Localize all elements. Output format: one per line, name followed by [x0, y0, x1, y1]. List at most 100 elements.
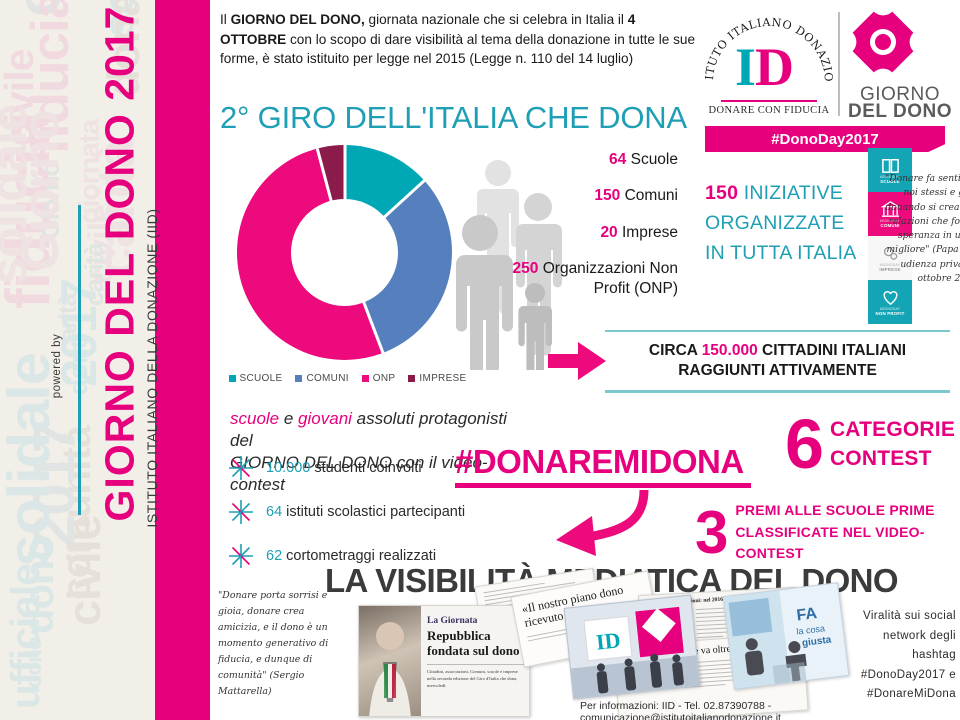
reach-text: CIRCA 150.000 CITTADINI ITALIANI RAGGIUN… [605, 332, 950, 390]
initiatives-block: 150 INIZIATIVE ORGANIZZATE IN TUTTA ITAL… [705, 178, 870, 269]
clipping-tv-studio: FA la cosa giusta [722, 582, 850, 690]
stat-label: Organizzazioni Non Profit (ONP) [538, 260, 678, 297]
tv-caption-fa: FA [796, 605, 819, 624]
stat-row: 150 Comuni [498, 186, 678, 205]
clipping-repubblica: La Giornata Repubblica fondata sul dono … [358, 605, 530, 717]
clipping-tv-stage: ID [563, 594, 701, 700]
badge-tag: #DONODAY [879, 174, 901, 179]
badge-tag: #DONODAY [879, 262, 901, 267]
building-icon [880, 200, 900, 217]
stat-number: 20 [600, 223, 618, 241]
category-badge-scuole: #DONODAY SCUOLE [868, 148, 912, 192]
clipping-body: Cittadini, associazioni, Comuni, scuole … [427, 664, 525, 690]
legend-label: ONP [372, 373, 396, 384]
schools-rest: assoluti protagonisti del [230, 409, 507, 451]
badge-tag: #DONODAY [879, 218, 901, 223]
reach-callout: CIRCA 150.000 CITTADINI ITALIANI RAGGIUN… [605, 330, 950, 393]
schools-pink-2: giovani [298, 409, 352, 428]
schools-statement: scuole e giovani assoluti protagonisti d… [230, 408, 530, 496]
organization-name: ISTITUTO ITALIANO DELLA DONAZIONE (IID) [144, 208, 160, 528]
powered-by-label: powered by [51, 333, 63, 399]
stat-number: 250 [512, 260, 539, 278]
bullet-label: cortometraggi realizzati [282, 548, 437, 564]
intro-text-1: Il [220, 12, 231, 27]
logo-vertical-divider [838, 12, 840, 116]
asterisk-star-icon [229, 500, 253, 524]
gdd-brand-line-1: GIORNO [859, 84, 941, 105]
bullet-item: 64 istituti scolastici partecipanti [228, 499, 538, 525]
badge-label: COMUNI [880, 223, 900, 229]
badge-label: IMPRESE [879, 267, 901, 273]
legend-swatch [361, 375, 369, 382]
press-clippings: La Giornata Repubblica fondata sul dono … [330, 567, 850, 720]
iid-monogram: ID [735, 36, 794, 98]
legend-swatch [228, 375, 236, 382]
legend-item: ONP [361, 373, 396, 384]
legend-item: IMPRESE [408, 373, 466, 384]
legend-swatch [295, 375, 303, 382]
contest-categories-label: CATEGORIE CONTEST [830, 416, 955, 473]
virality-note: Viralità sui social network degli hashta… [860, 610, 956, 701]
bullet-label: istituti scolastici partecipanti [282, 504, 466, 520]
tv-stage-photo: ID [564, 595, 701, 700]
asterisk-star-icon [229, 456, 253, 480]
donaremidona-block: #DONAREMIDONA [455, 443, 751, 488]
people-silhouettes-icon [456, 160, 562, 370]
contest-three-line-2: CLASSIFICATE NEL VIDEO-CONTEST [735, 523, 925, 562]
poster-title: GIORNO DEL DONO 2017 [96, 5, 143, 522]
intro-text-3: con lo scopo di dare visibilità al tema … [220, 31, 696, 67]
quote-mattarella: "Donare porta sorrisi e gioia, donare cr… [218, 590, 329, 697]
diamond-flower-icon [830, 0, 936, 95]
legend-label: IMPRESE [419, 373, 467, 384]
donaremidona-hashtag: #DONAREMIDONA [455, 443, 744, 480]
clipping-headline: Repubblica fondata sul dono [427, 628, 520, 658]
chart-legend: SCUOLE COMUNI ONP IMPRESE [225, 373, 470, 384]
schools-pink-1: scuole [230, 409, 280, 428]
intro-paragraph: Il GIORNO DEL DONO, giornata nazionale c… [220, 10, 700, 69]
reach-rule-bottom [605, 390, 950, 393]
category-badge-comuni: #DONODAY COMUNI [868, 192, 912, 236]
bullet-number: 10.000 [266, 460, 311, 476]
schools-line-2: GIORNO DEL DONO con il video-contest [230, 453, 488, 495]
contest-six-line-2: CONTEST [829, 446, 932, 470]
svg-text:giusta: giusta [801, 634, 832, 649]
category-badges: #DONODAY SCUOLE #DONODAY COMUNI #DONODAY IMPR… [868, 148, 912, 324]
donut-center-hole [291, 199, 398, 306]
watermark-word: Giorno [11, 110, 69, 272]
iid-logo: ISTITUTO ITALIANO DONAZIONE ID DONARE CO… [705, 8, 833, 120]
category-badge-non-profit: #DONODAY NON PROFIT [868, 280, 912, 324]
sidebar: donocaritàcivilesolidaledonazionecomunit… [0, 0, 210, 720]
section-headline: 2° GIRO DELL'ITALIA CHE DONA [220, 100, 687, 135]
donaremidona-underline [455, 483, 751, 488]
stat-row: 64 Scuole [498, 150, 678, 169]
stat-label: Comuni [620, 187, 678, 205]
quote-pope: "Donare fa sentire più felici noi stessi… [885, 173, 960, 284]
contest-prizes-label: PREMI ALLE SCUOLE PRIME CLASSIFICATE NEL… [735, 500, 960, 565]
stat-row: 20 Imprese [498, 223, 678, 242]
schools-mid: e [279, 409, 299, 428]
contest-prizes-number: 3 [695, 499, 728, 567]
badge-label: SCUOLE [880, 179, 900, 185]
book-icon [881, 158, 899, 173]
stat-label: Imprese [617, 223, 678, 241]
legend-item: SCUOLE [228, 373, 283, 384]
watermark-word: dono [20, 637, 46, 688]
asterisk-star-icon [229, 544, 253, 568]
heart-icon [883, 290, 897, 305]
stat-label: Scuole [626, 151, 678, 168]
contest-three-line-1: PREMI ALLE SCUOLE PRIME [735, 502, 935, 518]
clipping-photo-person [369, 622, 411, 716]
legend-label: SCUOLE [239, 373, 283, 384]
badge-label: NON PROFIT [875, 311, 905, 317]
reach-number: 150.000 [701, 342, 758, 360]
monogram-d: D [755, 37, 794, 97]
stat-row: 250 Organizzazioni Non Profit (ONP) [498, 259, 678, 298]
giorno-del-dono-logo: GIORNO DEL DONO [830, 0, 953, 122]
bullet-number: 62 [266, 548, 283, 564]
initiatives-number: 150 [705, 182, 739, 204]
bullet-number: 64 [266, 504, 283, 520]
contest-prizes-block: 3 PREMI ALLE SCUOLE PRIME CLASSIFICATE N… [695, 500, 960, 565]
reach-post: CITTADINI ITALIANI [757, 342, 907, 360]
legend-swatch [408, 375, 416, 382]
